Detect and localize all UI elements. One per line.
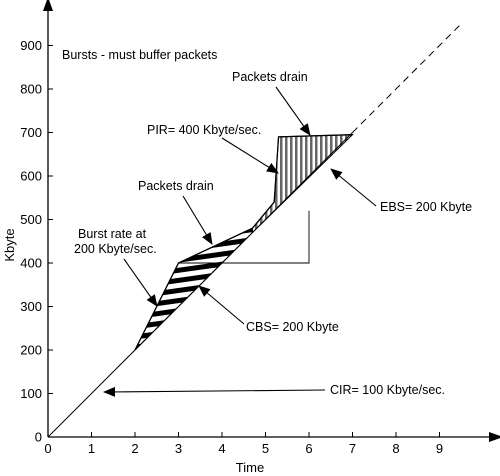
bursts-annotation: Bursts - must buffer packets [62, 48, 217, 62]
y-tick-label-0: 0 [35, 430, 42, 445]
x-tick-label-1: 1 [88, 441, 95, 456]
packets-drain-middle-arrow [182, 195, 213, 245]
y-tick-label-700: 700 [20, 125, 42, 140]
x-tick-label-4: 4 [218, 441, 225, 456]
x-tick-label-3: 3 [175, 441, 182, 456]
x-tick-label-0: 0 [44, 441, 51, 456]
pir-arrow [221, 137, 279, 174]
cir-line-dashed [352, 23, 462, 133]
cbs-annotation: CBS= 200 Kbyte [246, 320, 339, 334]
cir-arrow [103, 386, 326, 397]
burst-rate-annotation-line2: 200 Kbyte/sec. [74, 242, 157, 256]
burst-rate-arrow [123, 258, 158, 307]
burst-rate-annotation-line1: Burst rate at [78, 227, 147, 241]
y-tick-label-600: 600 [20, 169, 42, 184]
packets-drain-top-arrow [275, 86, 311, 136]
traffic-curve [134, 134, 353, 351]
x-tick-label-7: 7 [349, 441, 356, 456]
x-tick-label-2: 2 [131, 441, 138, 456]
pir-annotation: PIR= 400 Kbyte/sec. [147, 123, 261, 137]
y-tick-label-300: 300 [20, 299, 42, 314]
y-tick-label-400: 400 [20, 256, 42, 271]
y-tick-label-200: 200 [20, 343, 42, 358]
x-tick-label-8: 8 [392, 441, 399, 456]
annotations-layer [103, 86, 377, 397]
packets-drain-middle-annotation: Packets drain [138, 179, 214, 193]
y-tick-label-900: 900 [20, 38, 42, 53]
cir-line-solid [47, 132, 353, 438]
cir-annotation: CIR= 100 Kbyte/sec. [330, 383, 445, 397]
y-tick-label-500: 500 [20, 212, 42, 227]
ebs-arrow [330, 168, 377, 207]
cbs-bucket-outline [178, 210, 310, 264]
y-tick-label-800: 800 [20, 82, 42, 97]
x-tick-label-5: 5 [262, 441, 269, 456]
y-axis-label: Kbyte [2, 228, 17, 261]
ticks-layer: 0 1 2 3 4 5 6 7 8 9 0 100 200 300 400 500 600 700 800 900 [20, 38, 443, 456]
y-tick-label-100: 100 [20, 386, 42, 401]
ebs-annotation: EBS= 200 Kbyte [380, 200, 472, 214]
axes-layer [43, 0, 500, 442]
x-tick-label-6: 6 [305, 441, 312, 456]
x-tick-label-9: 9 [436, 441, 443, 456]
lines-layer [47, 23, 462, 438]
cbs-arrow [198, 285, 245, 325]
x-axis-label: Time [236, 460, 264, 475]
packets-drain-top-annotation: Packets drain [232, 70, 308, 84]
